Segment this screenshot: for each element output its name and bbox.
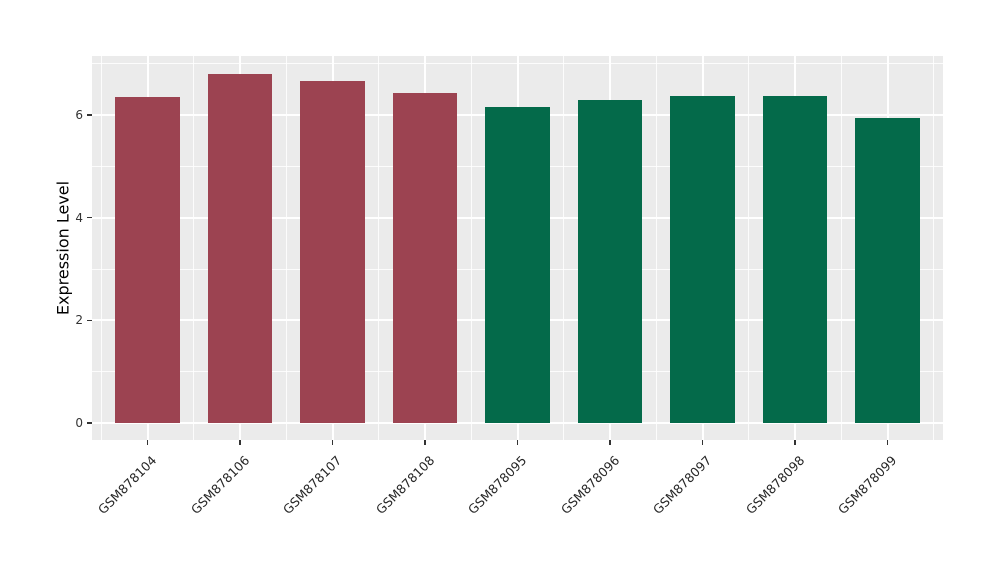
y-tick-label: 4 — [75, 210, 83, 225]
minor-gridline-v — [840, 56, 842, 440]
x-tick-mark — [239, 440, 241, 445]
plot-panel — [92, 56, 943, 440]
x-tick-label: GSM878096 — [557, 452, 623, 518]
x-tick-label: GSM878107 — [280, 452, 345, 518]
bar-GSM878106 — [207, 73, 273, 424]
minor-gridline-v — [563, 56, 565, 440]
x-tick-mark — [146, 440, 149, 445]
bar-GSM878099 — [855, 118, 920, 424]
x-tick-mark — [794, 440, 796, 445]
y-tick-mark — [87, 319, 92, 322]
minor-gridline-v — [100, 56, 102, 440]
minor-gridline-v — [193, 56, 195, 440]
x-tick-mark — [424, 440, 426, 445]
x-tick-label: GSM878095 — [465, 452, 530, 518]
x-tick-mark — [331, 440, 334, 445]
minor-gridline-v — [378, 56, 380, 440]
x-tick-label: GSM878099 — [835, 452, 900, 518]
bar-GSM878104 — [115, 96, 180, 424]
x-tick-label: GSM878098 — [742, 452, 808, 518]
bar-GSM878096 — [577, 100, 643, 424]
minor-gridline-v — [748, 56, 750, 440]
x-tick-mark — [701, 440, 704, 445]
x-tick-mark — [609, 440, 611, 445]
minor-gridline-v — [285, 56, 287, 440]
bar-GSM878107 — [300, 81, 365, 424]
minor-gridline-v — [470, 56, 472, 440]
bar-GSM878097 — [670, 96, 735, 424]
y-tick-mark — [87, 114, 92, 116]
y-tick-mark — [87, 216, 92, 219]
y-tick-label: 0 — [75, 416, 83, 431]
minor-gridline-v — [655, 56, 657, 440]
x-tick-label: GSM878104 — [95, 452, 160, 518]
y-tick-label: 2 — [75, 313, 83, 328]
y-tick-label: 6 — [75, 108, 83, 123]
x-tick-label: GSM878097 — [650, 452, 715, 518]
bar-GSM878098 — [762, 96, 828, 424]
y-axis-title: Expression Level — [53, 180, 73, 316]
bar-GSM878108 — [392, 92, 458, 424]
x-tick-label: GSM878108 — [372, 452, 438, 518]
minor-gridline-v — [933, 56, 935, 440]
y-tick-mark — [87, 422, 92, 424]
x-tick-mark — [516, 440, 519, 445]
bar-GSM878095 — [485, 106, 550, 424]
x-tick-label: GSM878106 — [187, 452, 253, 518]
x-tick-mark — [886, 440, 889, 445]
